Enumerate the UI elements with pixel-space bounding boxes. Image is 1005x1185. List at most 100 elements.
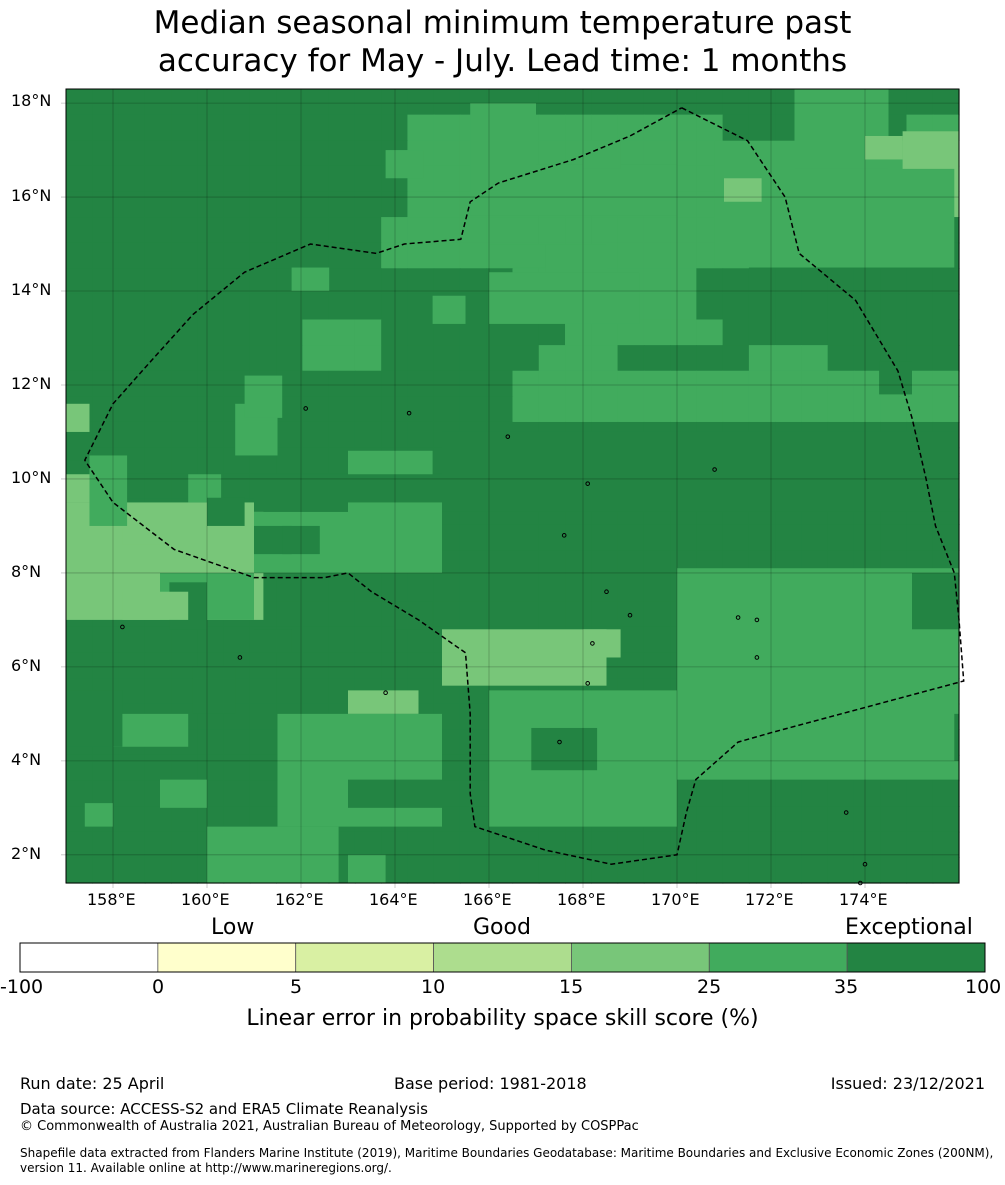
lon-tick-label: 168°E bbox=[557, 890, 606, 909]
map-cell bbox=[512, 217, 540, 244]
map-cell bbox=[171, 626, 198, 654]
map-cell bbox=[617, 652, 645, 679]
map-cell bbox=[66, 191, 93, 218]
map-cell bbox=[407, 319, 435, 346]
map-cell-patch bbox=[113, 713, 189, 747]
map-cell-patch bbox=[254, 629, 292, 653]
map-cell bbox=[801, 831, 829, 858]
map-cell bbox=[433, 165, 461, 193]
map-cell bbox=[565, 114, 592, 141]
map-cell bbox=[748, 114, 776, 141]
map-cell bbox=[118, 217, 146, 244]
island-outline bbox=[383, 690, 388, 696]
map-cell bbox=[223, 89, 251, 116]
map-cell bbox=[565, 345, 592, 372]
map-cell bbox=[118, 370, 146, 397]
map-cell bbox=[223, 626, 251, 654]
map-cell-patch bbox=[122, 591, 189, 620]
map-cell bbox=[276, 217, 303, 244]
map-cell bbox=[276, 421, 303, 449]
map-cell bbox=[354, 345, 382, 372]
map-cell bbox=[92, 191, 120, 218]
map-cell bbox=[354, 242, 382, 269]
map-cell bbox=[407, 831, 435, 858]
map-cell bbox=[276, 165, 303, 193]
map-cell bbox=[92, 89, 120, 116]
map-cell bbox=[302, 370, 330, 397]
map-cell-patch bbox=[66, 403, 90, 432]
map-cell bbox=[827, 370, 855, 397]
map-cell bbox=[696, 370, 724, 397]
map-cell bbox=[853, 806, 881, 833]
map-cell bbox=[302, 678, 330, 705]
map-cell bbox=[328, 140, 356, 167]
map-cell bbox=[538, 524, 566, 551]
map-cell bbox=[223, 165, 251, 193]
map-cell bbox=[66, 293, 93, 321]
map-cell bbox=[775, 524, 803, 551]
map-cell bbox=[538, 370, 566, 397]
map-cell bbox=[223, 140, 251, 167]
map-cell bbox=[197, 114, 225, 141]
map-cell bbox=[433, 601, 461, 628]
map-cell bbox=[591, 217, 619, 244]
map-cell bbox=[591, 575, 619, 602]
colorbar-tick-label: 100 bbox=[965, 976, 1002, 998]
lat-tick-label: 6°N bbox=[11, 656, 42, 675]
map-cell bbox=[276, 345, 303, 372]
map-cell bbox=[118, 89, 146, 116]
colorbar-segment bbox=[295, 942, 434, 973]
map-cell bbox=[118, 421, 146, 449]
map-cell-patch bbox=[583, 629, 621, 658]
map-cell bbox=[827, 293, 855, 321]
map-cell bbox=[459, 575, 487, 602]
map-cell bbox=[249, 293, 277, 321]
map-cell bbox=[92, 857, 120, 884]
title-line-1: Median seasonal minimum temperature past bbox=[153, 5, 852, 41]
map-cell bbox=[381, 191, 409, 218]
map-cell bbox=[144, 319, 172, 346]
map-cell bbox=[617, 396, 645, 423]
map-cell bbox=[617, 524, 645, 551]
map-cell bbox=[748, 345, 776, 372]
map-cell bbox=[354, 293, 382, 321]
map-cell-patch bbox=[385, 150, 424, 179]
map-cell bbox=[932, 319, 960, 346]
island-outline bbox=[557, 739, 562, 745]
map-cell bbox=[354, 370, 382, 397]
map-cell bbox=[381, 575, 409, 602]
map-cell bbox=[853, 319, 881, 346]
colorbar-segment bbox=[433, 942, 572, 973]
map-cell bbox=[696, 806, 724, 833]
map-cell bbox=[880, 396, 908, 423]
map-cell bbox=[748, 524, 776, 551]
map-cell bbox=[643, 345, 671, 372]
map-cell bbox=[827, 524, 855, 551]
lon-tick-label: 166°E bbox=[463, 890, 512, 909]
map-cell-patch bbox=[470, 103, 536, 216]
map-cell bbox=[459, 729, 487, 756]
map-cell bbox=[381, 293, 409, 321]
map-gridlines bbox=[61, 89, 959, 888]
map-cell bbox=[276, 242, 303, 269]
map-cell bbox=[775, 780, 803, 807]
colorbar-tick-label: 25 bbox=[697, 976, 722, 998]
map-cell bbox=[249, 191, 277, 218]
map-cell bbox=[197, 729, 225, 756]
map-cell bbox=[486, 831, 514, 858]
map-cell bbox=[853, 293, 881, 321]
map-cell bbox=[171, 857, 198, 884]
map-cell bbox=[92, 345, 120, 372]
map-cell bbox=[171, 140, 198, 167]
map-cell bbox=[748, 806, 776, 833]
map-cell bbox=[801, 345, 829, 372]
map-cell bbox=[591, 114, 619, 141]
map-cell bbox=[354, 831, 382, 858]
map-cell bbox=[696, 89, 724, 116]
map-cell bbox=[171, 421, 198, 449]
map-cell bbox=[276, 601, 303, 628]
map-cell bbox=[144, 806, 172, 833]
map-cell bbox=[670, 140, 697, 167]
map-cell bbox=[670, 242, 697, 269]
